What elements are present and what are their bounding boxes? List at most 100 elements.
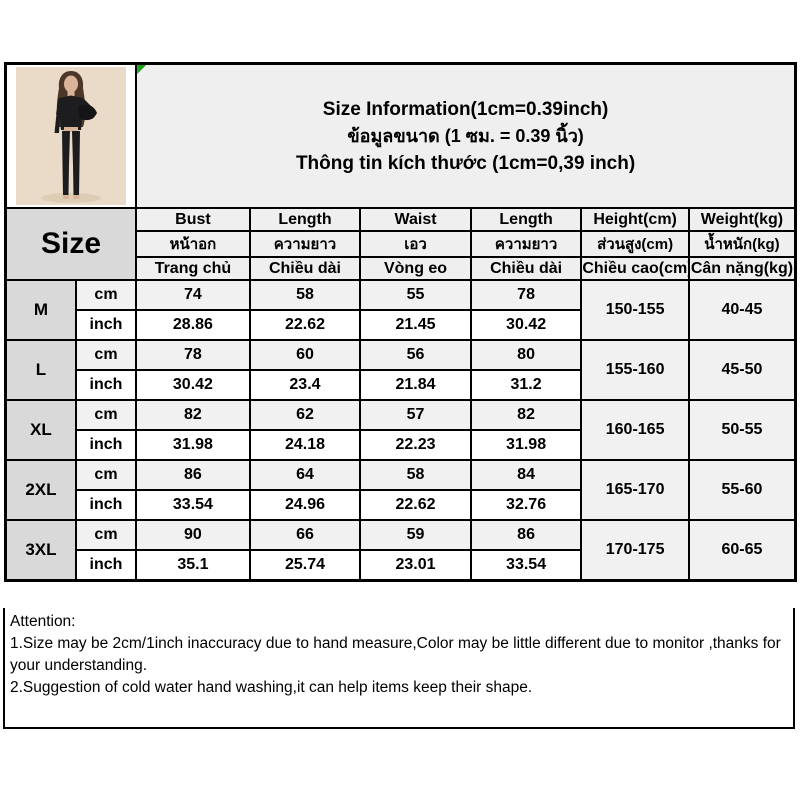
col-header-weight-en: Weight(kg) — [687, 207, 797, 232]
weight-range-cell: 45-50 — [687, 339, 797, 401]
unit-label-cm: cm — [74, 339, 138, 371]
measurement-cell: 82 — [135, 399, 251, 431]
height-range-cell: 170-175 — [580, 519, 690, 581]
measurement-cell: 55 — [359, 279, 472, 311]
measurement-cell: 23.4 — [248, 369, 362, 401]
measurement-cell: 62 — [248, 399, 362, 431]
col-header-length-vi: Chiều dài — [248, 256, 362, 281]
measurement-cell: 58 — [248, 279, 362, 311]
measurement-cell: 33.54 — [135, 489, 251, 521]
unit-label-cm: cm — [74, 459, 138, 491]
measurement-cell: 78 — [135, 339, 251, 371]
measurement-cell: 21.84 — [359, 369, 472, 401]
unit-label-cm: cm — [74, 519, 138, 551]
measurement-cell: 80 — [469, 339, 583, 371]
unit-label-inch: inch — [74, 309, 138, 341]
measurement-cell: 21.45 — [359, 309, 472, 341]
attention-notes: Attention: 1.Size may be 2cm/1inch inacc… — [3, 608, 795, 729]
measurement-cell: 35.1 — [135, 549, 251, 581]
unit-label-cm: cm — [74, 279, 138, 311]
size-row-m-inch: inch 28.86 22.62 21.45 30.42 — [6, 309, 796, 341]
weight-range-cell: 60-65 — [687, 519, 797, 581]
size-row-xl-cm: XL cm 82 62 57 82 160-165 50-55 — [4, 399, 797, 461]
col-header-waist-en: Waist — [359, 207, 472, 232]
measurement-cell: 23.01 — [359, 549, 472, 581]
waist-skin — [64, 127, 79, 132]
measurement-cell: 30.42 — [135, 369, 251, 401]
size-label-l: L — [4, 339, 77, 401]
header-row-en: Size Bust Length Waist Length Height(cm)… — [4, 207, 797, 281]
col-header-weight-vi: Cân nặng(kg) — [687, 256, 797, 281]
measurement-cell: 31.98 — [135, 429, 251, 461]
size-information-table: Size Information(1cm=0.39inch) ข้อมูลขนา… — [4, 62, 797, 582]
height-range-cell: 150-155 — [580, 279, 690, 341]
attention-line-2: 2.Suggestion of cold water hand washing,… — [10, 679, 533, 696]
right-leg — [72, 131, 81, 195]
measurement-cell: 86 — [469, 519, 583, 551]
measurement-cell: 22.62 — [248, 309, 362, 341]
unit-label-inch: inch — [74, 369, 138, 401]
height-range-cell: 155-160 — [580, 339, 690, 401]
col-header-height-en: Height(cm) — [580, 207, 690, 232]
size-row-2xl-inch: inch 33.54 24.96 22.62 32.76 — [6, 489, 796, 521]
unit-label-inch: inch — [74, 429, 138, 461]
title-vietnamese: Thông tin kích thước (1cm=0,39 inch) — [295, 152, 636, 174]
col-header-bust-en: Bust — [135, 207, 251, 232]
height-range-cell: 160-165 — [580, 399, 690, 461]
title-row: Size Information(1cm=0.39inch) ข้อมูลขนา… — [4, 62, 797, 209]
col-header-length2-th: ความยาว — [469, 230, 583, 258]
size-label-3xl: 3XL — [4, 519, 77, 581]
col-header-length-en: Length — [248, 207, 362, 232]
size-row-l-cm: L cm 78 60 56 80 155-160 45-50 — [4, 339, 797, 401]
col-header-height-vi: Chiều cao(cm) — [580, 256, 690, 281]
measurement-cell: 90 — [135, 519, 251, 551]
col-header-length2-vi: Chiều dài — [469, 256, 583, 281]
measurement-cell: 25.74 — [248, 549, 362, 581]
size-row-l-inch: inch 30.42 23.4 21.84 31.2 — [6, 369, 796, 401]
size-label-2xl: 2XL — [4, 459, 77, 521]
measurement-cell: 64 — [248, 459, 362, 491]
measurement-cell: 66 — [248, 519, 362, 551]
col-header-waist-vi: Vòng eo — [359, 256, 472, 281]
size-row-m-cm: M cm 74 58 55 78 150-155 40-45 — [4, 279, 797, 341]
size-label-m: M — [4, 279, 77, 341]
measurement-cell: 57 — [359, 399, 472, 431]
measurement-cell: 58 — [359, 459, 472, 491]
top-garment — [56, 95, 87, 130]
lifted-hem — [78, 105, 98, 121]
measurement-cell: 32.76 — [469, 489, 583, 521]
weight-range-cell: 40-45 — [687, 279, 797, 341]
product-photo-cell — [4, 62, 138, 209]
col-header-height-th: ส่วนสูง(cm) — [580, 230, 690, 258]
col-header-length2-en: Length — [469, 207, 583, 232]
measurement-cell: 22.62 — [359, 489, 472, 521]
unit-label-inch: inch — [74, 489, 138, 521]
product-photo — [16, 67, 127, 205]
measurement-cell: 28.86 — [135, 309, 251, 341]
measurement-cell: 24.18 — [248, 429, 362, 461]
attention-heading: Attention: — [10, 613, 76, 630]
measurement-cell: 30.42 — [469, 309, 583, 341]
face — [64, 75, 79, 93]
title-thai: ข้อมูลขนาด (1 ซม. = 0.39 นิ้ว) — [347, 125, 584, 146]
measurement-cell: 74 — [135, 279, 251, 311]
measurement-cell: 86 — [135, 459, 251, 491]
size-row-3xl-cm: 3XL cm 90 66 59 86 170-175 60-65 — [4, 519, 797, 581]
left-leg — [62, 131, 71, 195]
header-row-th: หน้าอก ความยาว เอว ความยาว ส่วนสูง(cm) น… — [6, 230, 797, 258]
col-header-bust-th: หน้าอก — [135, 230, 251, 258]
col-header-length-th: ความยาว — [248, 230, 362, 258]
col-header-weight-th: น้ำหนัก(kg) — [687, 230, 797, 258]
col-header-waist-th: เอว — [359, 230, 472, 258]
unit-label-inch: inch — [74, 549, 138, 581]
size-row-2xl-cm: 2XL cm 86 64 58 84 165-170 55-60 — [4, 459, 797, 521]
size-label-xl: XL — [4, 399, 77, 461]
measurement-cell: 82 — [469, 399, 583, 431]
measurement-cell: 31.98 — [469, 429, 583, 461]
measurement-cell: 22.23 — [359, 429, 472, 461]
title-cell: Size Information(1cm=0.39inch) ข้อมูลขนา… — [135, 62, 797, 209]
title-english: Size Information(1cm=0.39inch) — [322, 98, 609, 120]
size-row-xl-inch: inch 31.98 24.18 22.23 31.98 — [6, 429, 796, 461]
measurement-cell: 56 — [359, 339, 472, 371]
